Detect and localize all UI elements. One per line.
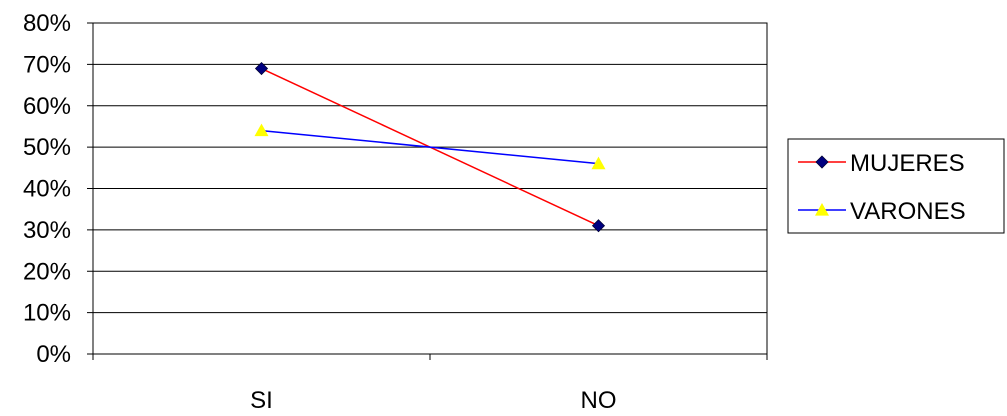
data-point-varones bbox=[591, 156, 606, 170]
data-point-varones bbox=[254, 123, 269, 137]
y-tick-label: 70% bbox=[23, 51, 71, 78]
legend-box bbox=[787, 138, 1005, 234]
series-group bbox=[254, 61, 606, 233]
legend: MUJERES VARONES bbox=[787, 138, 1005, 234]
legend-marker-varones bbox=[815, 203, 829, 216]
series-line-varones bbox=[261, 129, 599, 165]
legend-marker-mujeres bbox=[815, 155, 829, 169]
y-axis: 0% 10% 20% 30% 40% 50% 60% 70% 80% bbox=[23, 10, 93, 368]
legend-label-mujeres: MUJERES bbox=[850, 150, 965, 177]
y-tick-label: 50% bbox=[23, 134, 71, 161]
legend-label-varones: VARONES bbox=[850, 198, 966, 225]
y-tick-label: 20% bbox=[23, 258, 71, 285]
x-tick-label: NO bbox=[581, 387, 617, 414]
data-point-mujeres bbox=[591, 219, 606, 233]
y-tick-label: 10% bbox=[23, 300, 71, 327]
y-tick-label: 80% bbox=[23, 10, 71, 37]
y-tick-label: 40% bbox=[23, 176, 71, 203]
x-axis: SI NO bbox=[92, 354, 768, 414]
data-point-mujeres bbox=[254, 61, 269, 76]
y-tick-label: 60% bbox=[23, 93, 71, 120]
y-tick-label: 0% bbox=[36, 341, 71, 368]
x-tick-label: SI bbox=[250, 387, 273, 414]
y-tick-label: 30% bbox=[23, 217, 71, 244]
